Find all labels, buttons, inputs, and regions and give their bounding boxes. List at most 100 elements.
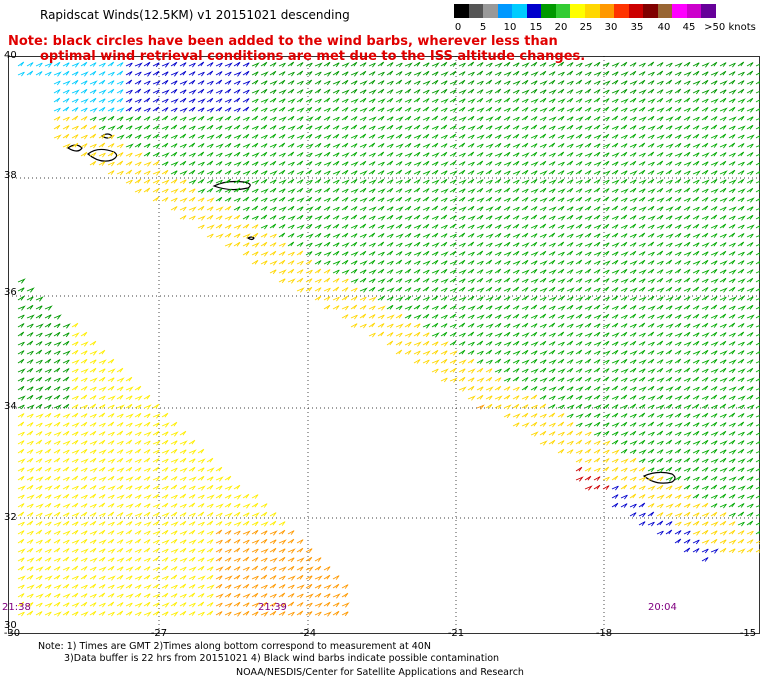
wind-barb <box>422 80 431 86</box>
wind-barb <box>737 314 745 320</box>
wind-barb <box>548 125 556 131</box>
wind-barb <box>710 197 718 203</box>
wind-barb <box>467 323 475 328</box>
wind-barb <box>341 188 349 194</box>
wind-barb <box>125 493 133 499</box>
wind-barb <box>674 322 682 328</box>
wind-barb <box>350 287 358 293</box>
wind-barb <box>521 152 530 158</box>
wind-barb <box>251 179 260 185</box>
wind-barb <box>620 314 628 320</box>
wind-barb <box>134 592 142 598</box>
wind-barb <box>647 98 656 104</box>
wind-barb <box>458 62 466 68</box>
wind-barb <box>152 493 160 499</box>
wind-barb <box>539 413 547 419</box>
wind-barb <box>269 557 278 563</box>
wind-barb <box>746 233 754 239</box>
wind-barb <box>728 314 736 319</box>
wind-barb <box>107 565 115 571</box>
wind-barb <box>746 107 755 113</box>
wind-barb <box>53 611 62 617</box>
wind-barb <box>251 71 259 77</box>
wind-barb <box>17 71 25 77</box>
wind-barb <box>269 70 277 76</box>
wind-barb <box>80 331 88 337</box>
wind-barb <box>539 440 548 446</box>
wind-barb <box>206 602 214 607</box>
wind-barb <box>656 179 664 184</box>
wind-barb <box>602 332 610 338</box>
wind-barb <box>269 223 277 229</box>
wind-barb <box>683 314 692 320</box>
wind-barb <box>719 80 728 86</box>
wind-barb <box>566 296 574 302</box>
wind-barb <box>71 134 79 139</box>
wind-barb <box>629 386 637 392</box>
wind-barb <box>458 125 466 131</box>
wind-barb <box>206 224 215 230</box>
wind-barb <box>107 548 116 554</box>
wind-barb <box>368 232 376 238</box>
wind-barb <box>647 80 655 85</box>
wind-barb <box>368 286 376 292</box>
wind-barb <box>35 529 43 535</box>
wind-barb <box>341 251 349 257</box>
wind-barb <box>260 574 268 580</box>
wind-barb <box>89 97 97 103</box>
wind-barb <box>728 422 736 428</box>
wind-barb <box>494 98 502 104</box>
wind-barb <box>575 341 583 346</box>
wind-barb <box>107 115 115 121</box>
wind-barb <box>683 413 691 419</box>
wind-barb <box>314 215 323 221</box>
wind-barb <box>557 287 565 293</box>
wind-barb <box>224 161 232 167</box>
wind-barb <box>170 206 178 211</box>
wind-barb <box>26 467 35 473</box>
wind-barb <box>26 62 34 67</box>
wind-barb <box>449 359 457 365</box>
wind-barb <box>467 98 476 104</box>
wind-barb <box>521 278 529 284</box>
wind-barb <box>170 88 178 94</box>
wind-barb <box>179 62 187 67</box>
wind-barb <box>620 241 628 247</box>
wind-barb <box>692 278 700 283</box>
wind-barb <box>494 178 502 184</box>
wind-barb <box>575 403 583 409</box>
wind-barb <box>728 259 736 265</box>
wind-barb <box>359 116 367 122</box>
wind-barb <box>197 475 205 481</box>
wind-barb <box>107 575 116 581</box>
wind-barb <box>197 467 205 473</box>
wind-barb <box>404 161 412 167</box>
wind-barb <box>269 583 277 589</box>
wind-barb <box>629 403 637 409</box>
wind-barb <box>512 332 520 338</box>
wind-barb <box>287 197 295 203</box>
wind-barb <box>116 377 125 383</box>
legend-swatch <box>555 4 571 18</box>
wind-barb <box>125 116 134 122</box>
wind-barb <box>746 97 754 103</box>
wind-barb <box>215 179 223 185</box>
wind-barb <box>485 161 493 166</box>
wind-barb <box>539 350 548 356</box>
wind-barb <box>575 296 584 302</box>
wind-barb <box>359 187 367 193</box>
wind-barb <box>206 467 215 473</box>
wind-barb <box>233 161 242 167</box>
wind-barb <box>368 251 376 256</box>
wind-barb <box>89 485 97 490</box>
wind-barb <box>278 278 286 284</box>
wind-barb <box>26 547 34 553</box>
wind-barb <box>242 188 250 193</box>
wind-barb <box>557 260 565 265</box>
wind-barb <box>566 367 574 373</box>
wind-barb <box>260 134 268 140</box>
wind-barb <box>215 233 224 239</box>
wind-barb <box>233 539 241 544</box>
wind-barb <box>476 260 484 266</box>
wind-barb <box>161 557 169 562</box>
